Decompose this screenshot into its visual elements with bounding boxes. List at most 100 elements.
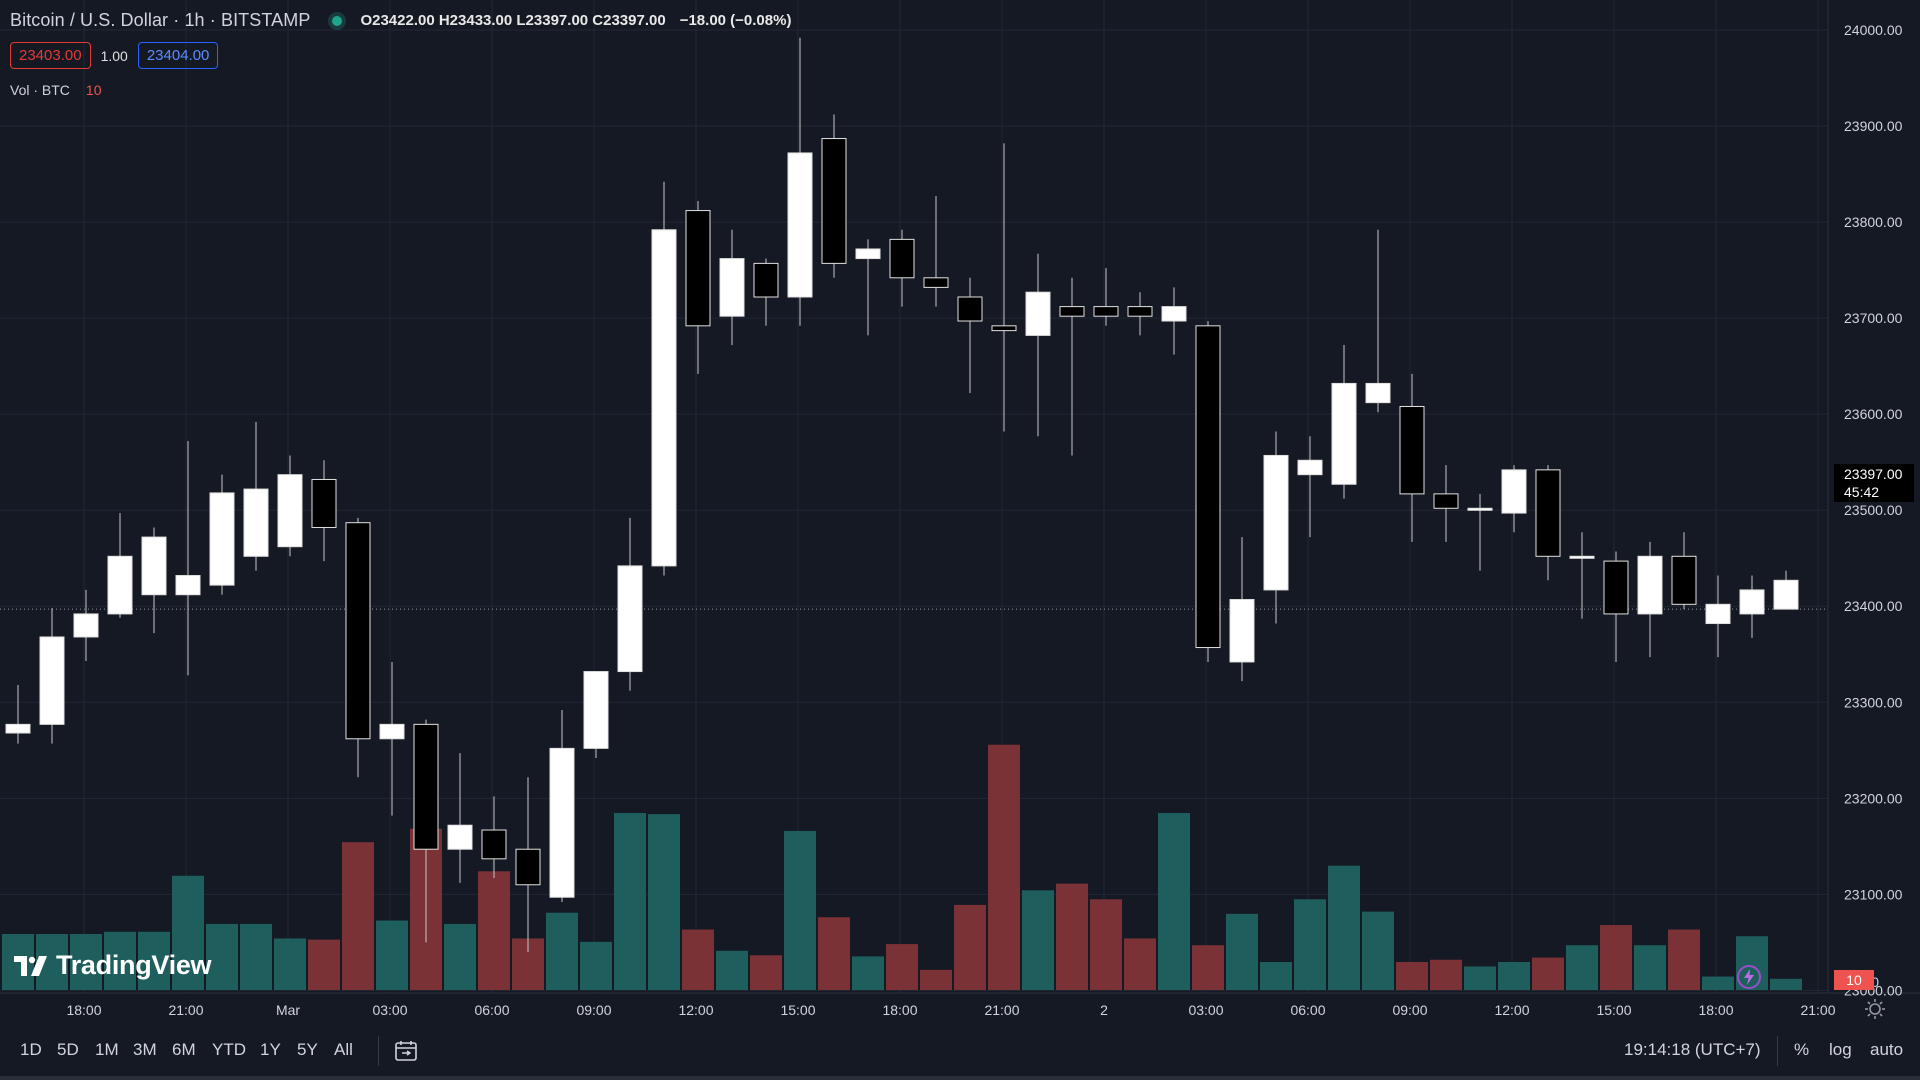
candle-body (1569, 555, 1595, 559)
symbol-title[interactable]: Bitcoin / U.S. Dollar · 1h · BITSTAMP (10, 10, 311, 30)
volume-bar (1362, 911, 1394, 990)
volume-bar (104, 931, 136, 990)
candle-body (277, 474, 303, 548)
price-tick-label: 24000.00 (1844, 22, 1903, 38)
range-1y-button[interactable]: 1Y (260, 1040, 281, 1059)
grid (0, 0, 1920, 994)
range-all-button[interactable]: All (334, 1040, 353, 1059)
log-scale-button[interactable]: log (1829, 1040, 1852, 1059)
candle-body (141, 536, 167, 596)
time-tick-label: 15:00 (1596, 1002, 1631, 1018)
candle-body (1127, 306, 1153, 317)
candle-body (1433, 493, 1459, 509)
volume-bar (206, 923, 238, 990)
candle-body (379, 723, 405, 740)
range-1m-button[interactable]: 1M (95, 1040, 119, 1059)
time-tick-label: 12:00 (678, 1002, 713, 1018)
tradingview-logo[interactable]: TradingView (14, 950, 212, 981)
candle-body (719, 258, 745, 317)
timezone-clock[interactable]: 19:14:18 (UTC+7) (1624, 1040, 1761, 1059)
volume-bar (648, 814, 680, 990)
candle-body (1331, 382, 1357, 485)
time-tick-label: 2 (1100, 1002, 1108, 1018)
candle-body (855, 248, 881, 260)
time-tick-label: 03:00 (1188, 1002, 1223, 1018)
candle-body (515, 848, 541, 886)
chart-settings-gear-icon[interactable] (1864, 998, 1886, 1020)
candle-body (1161, 306, 1187, 322)
candle-body (1501, 469, 1527, 514)
candle-body (685, 210, 711, 327)
bottom-toolbar (0, 1028, 1920, 1076)
volume-bars (2, 744, 1802, 990)
volume-bar (138, 931, 170, 990)
candle-body (1365, 382, 1391, 404)
candle-body (1739, 589, 1765, 615)
lightning-icon[interactable] (1736, 964, 1762, 990)
volume-bar (1056, 883, 1088, 990)
volume-label: Vol · BTC (10, 82, 70, 98)
tradingview-logo-text: TradingView (56, 950, 212, 980)
volume-bar (240, 923, 272, 990)
bar-countdown: 45:42 (1844, 484, 1880, 500)
time-tick-label: 18:00 (66, 1002, 101, 1018)
candle-body (1059, 306, 1085, 317)
time-tick-label: 06:00 (1290, 1002, 1325, 1018)
volume-bar (716, 950, 748, 990)
volume-bar (1260, 962, 1292, 990)
price-tick-label: 23700.00 (1844, 310, 1903, 326)
volume-bar (1430, 959, 1462, 990)
volume-bar (1124, 938, 1156, 990)
candle-body (447, 824, 473, 850)
candle-body (481, 829, 507, 860)
time-tick-label: 03:00 (372, 1002, 407, 1018)
volume-value: 10 (85, 82, 102, 98)
buy-price-button[interactable]: 23404.00 (137, 42, 219, 69)
range-3m-button[interactable]: 3M (133, 1040, 157, 1059)
volume-bar (1702, 976, 1734, 990)
volume-bar (1634, 945, 1666, 990)
volume-bar (274, 938, 306, 990)
market-status-dot-icon (332, 15, 343, 26)
range-1d-button[interactable]: 1D (20, 1040, 42, 1059)
volume-bar (920, 969, 952, 990)
candle-body (1297, 459, 1323, 476)
time-tick-label: 15:00 (780, 1002, 815, 1018)
volume-bar (308, 939, 340, 990)
candle-body (1705, 603, 1731, 625)
percent-scale-button[interactable]: % (1794, 1040, 1810, 1059)
candle-body (1195, 325, 1221, 649)
time-tick-label: 12:00 (1494, 1002, 1529, 1018)
volume-legend[interactable]: Vol · BTC 10 (10, 82, 101, 98)
range-6m-button[interactable]: 6M (172, 1040, 196, 1059)
volume-bar (1498, 962, 1530, 990)
candle-body (1467, 507, 1493, 511)
candle-body (991, 325, 1017, 332)
range-5d-button[interactable]: 5D (57, 1040, 79, 1059)
volume-bar (580, 941, 612, 990)
volume-bar (1566, 945, 1598, 990)
candles (5, 37, 1799, 952)
sell-price-button[interactable]: 23403.00 (10, 42, 91, 69)
range-ytd-button[interactable]: YTD (212, 1040, 246, 1059)
price-change: −18.00 (−0.08%) (679, 12, 792, 29)
symbol-legend[interactable]: Bitcoin / U.S. Dollar · 1h · BITSTAMP O2… (10, 10, 791, 31)
candle-body (651, 229, 677, 567)
candle-body (957, 296, 983, 322)
volume-bar (1464, 966, 1496, 990)
candle-body (175, 575, 201, 596)
auto-scale-button[interactable]: auto (1870, 1040, 1904, 1059)
volume-bar (444, 923, 476, 990)
candle-body (1671, 555, 1697, 605)
price-tick-label: 23400.00 (1844, 598, 1903, 614)
time-tick-label: 06:00 (474, 1002, 509, 1018)
tradingview-logo-icon (14, 955, 47, 976)
go-to-date-calendar-icon[interactable] (394, 1040, 418, 1062)
volume-bar (1192, 945, 1224, 990)
range-5y-button[interactable]: 5Y (297, 1040, 318, 1059)
volume-bar (818, 917, 850, 990)
volume-bar (682, 929, 714, 990)
time-axis[interactable]: 18:00 21:00 Mar 03:00 06:00 09:00 12:00 15:00 18… (66, 1002, 1835, 1018)
volume-bar (1396, 962, 1428, 990)
price-chart[interactable]: 23000.0023100.0023200.0023300.0023400.00… (0, 0, 1920, 1028)
